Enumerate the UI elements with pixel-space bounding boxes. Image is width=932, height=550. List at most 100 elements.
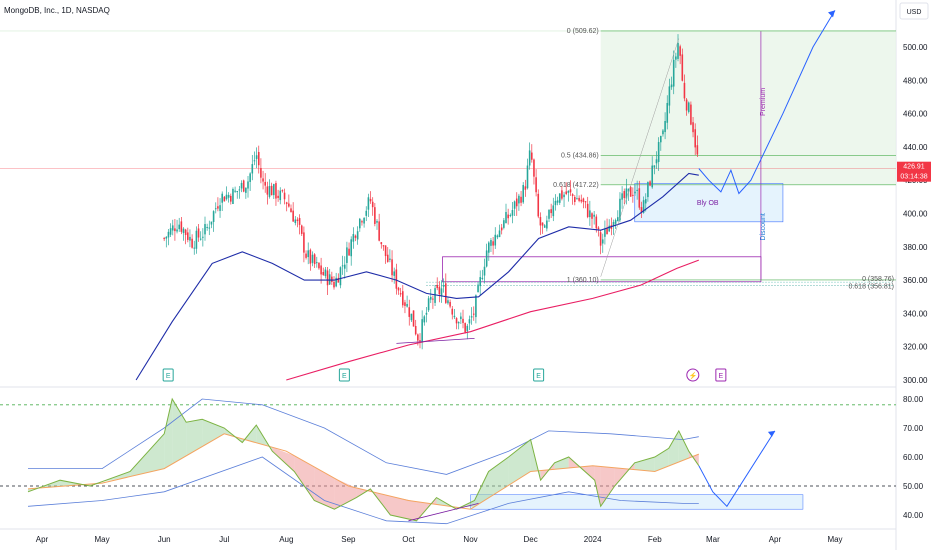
candle-body [612, 221, 615, 226]
candle-body [533, 159, 535, 177]
candle-body [187, 232, 189, 240]
candle-body [694, 129, 697, 148]
price-tick-label: 300.00 [903, 376, 928, 385]
candle-body [275, 183, 277, 199]
candle-body [230, 195, 232, 202]
candle-body [634, 191, 636, 194]
candle-body [408, 307, 411, 317]
candle-body [221, 193, 224, 203]
candle-body [479, 277, 482, 287]
earnings-icon-box [533, 368, 545, 382]
candle-body [217, 206, 219, 209]
candle-body [410, 313, 413, 321]
candle-body [307, 250, 310, 258]
candle-body [606, 228, 608, 235]
candle-body [567, 190, 570, 193]
candle-body [311, 254, 314, 263]
rsi-fill [600, 466, 615, 507]
candle-body [608, 225, 611, 232]
rsi-tick-label: 50.00 [903, 482, 924, 491]
candle-body [419, 340, 421, 342]
time-tick-label: Nov [463, 535, 477, 544]
candle-body [171, 225, 174, 231]
candle-body [399, 293, 402, 295]
candle-body [313, 254, 316, 265]
candle-body [565, 191, 568, 195]
candle-body [485, 250, 488, 267]
candle-body [498, 230, 501, 238]
rsi-fill [416, 497, 437, 521]
candle-body [328, 274, 331, 285]
candle-body [660, 135, 662, 143]
candle-body [260, 168, 262, 178]
candle-body [219, 205, 221, 211]
candle-body [526, 165, 529, 189]
candle-body [335, 277, 337, 287]
rsi-projection-arrowhead [767, 430, 775, 437]
candle-body [193, 247, 196, 249]
fib-label: 0.618 (417.22) [553, 182, 599, 189]
candle-body [167, 231, 170, 238]
event-marker-glyph: E [166, 373, 171, 380]
candle-body [356, 231, 359, 240]
rsi-tick-label: 80.00 [903, 395, 924, 404]
candle-body [617, 217, 619, 222]
candle-body [507, 214, 509, 219]
price-axis[interactable]: 300.00320.00340.00360.00380.00400.00420.… [903, 43, 928, 520]
range-box [442, 256, 762, 283]
candle-body [391, 259, 393, 276]
price-tick-label: 340.00 [903, 309, 928, 318]
candle-body [462, 318, 464, 323]
candle-body [176, 229, 178, 232]
candle-body [421, 319, 423, 343]
candle-body [438, 286, 441, 295]
earnings-icon[interactable]: E [162, 368, 174, 382]
earnings-icon[interactable]: E [715, 368, 727, 382]
candle-body [601, 239, 604, 244]
drawings-layer[interactable]: E E E ⚡ E [162, 10, 836, 382]
candle-body [255, 155, 258, 159]
price-tick-label: 440.00 [903, 143, 928, 152]
rsi-projection-arrow [698, 430, 776, 508]
earnings-icon[interactable]: E [338, 368, 350, 382]
candle-body [240, 182, 243, 189]
time-tick-label: Apr [769, 535, 782, 544]
earnings-icon-box [715, 368, 727, 382]
candle-body [528, 150, 531, 166]
candle-body [365, 210, 368, 216]
candle-body [326, 270, 329, 286]
candle-body [266, 186, 269, 195]
time-axis[interactable]: Apr May Jun Jul Aug Sep Oct Nov Dec 2024 Feb Mar Apr… [36, 535, 843, 544]
dividend-flash-icon[interactable]: ⚡ [686, 368, 700, 382]
candle-body [574, 197, 576, 202]
candle-body [451, 308, 454, 315]
currency-button[interactable]: USD [899, 2, 929, 20]
candle-body [180, 221, 183, 232]
projection-arrow[interactable] [698, 10, 836, 195]
candle-body [412, 310, 415, 327]
time-tick-label: 2024 [584, 535, 602, 544]
event-marker-glyph: E [342, 373, 347, 380]
candle-body [389, 258, 391, 260]
candle-body [509, 215, 512, 217]
time-tick-label: Apr [36, 535, 49, 544]
impulse-line[interactable] [600, 38, 680, 277]
candle-body [182, 228, 185, 233]
time-tick-label: May [827, 535, 842, 544]
candle-body [554, 200, 557, 206]
candle-body [339, 267, 342, 286]
rsi-fill [668, 430, 679, 466]
support-trendline[interactable] [396, 337, 475, 344]
rsi-fill [164, 399, 173, 469]
rsi-divergence-line [408, 503, 479, 522]
candle-body [651, 165, 654, 188]
candles-layer [163, 34, 699, 350]
candle-body [208, 227, 211, 229]
candle-body [257, 152, 260, 166]
earnings-icon[interactable]: E [533, 368, 545, 382]
candle-body [666, 102, 669, 123]
candle-body [447, 300, 449, 304]
candle-body [234, 190, 236, 192]
candle-body [488, 242, 490, 253]
